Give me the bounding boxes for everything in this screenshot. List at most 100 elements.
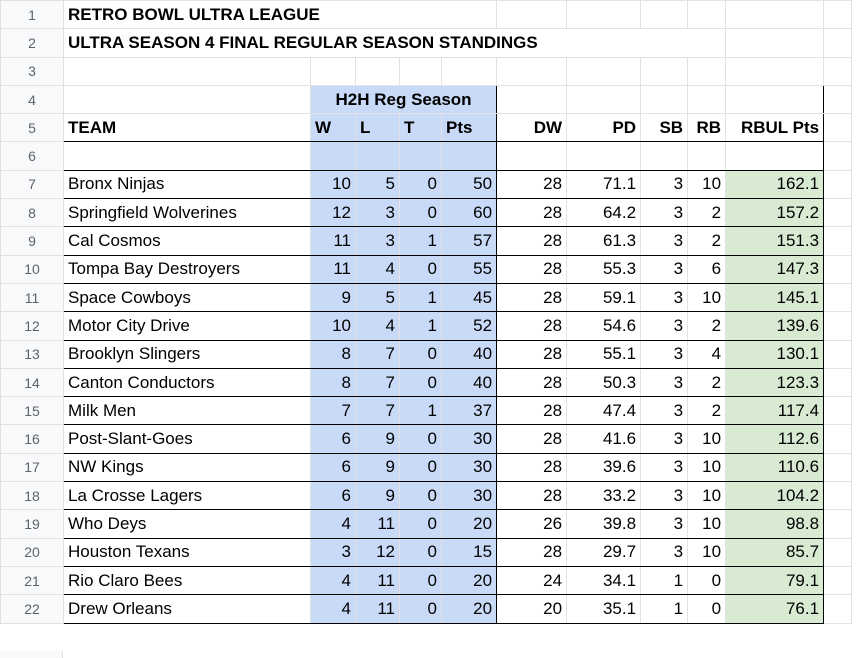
row-header[interactable]: 6: [0, 141, 64, 171]
losses-cell[interactable]: 3: [355, 198, 400, 228]
row-header[interactable]: 2: [0, 28, 64, 58]
ties-cell[interactable]: 0: [399, 452, 442, 483]
cell[interactable]: [823, 481, 853, 511]
pd-cell[interactable]: 59.1: [566, 282, 642, 313]
dw-cell[interactable]: 28: [496, 452, 568, 483]
rbul-points-cell[interactable]: 79.1: [725, 565, 825, 596]
standings-subtitle[interactable]: ULTRA SEASON 4 FINAL REGULAR SEASON STAN…: [62, 28, 727, 58]
pd-cell[interactable]: 71.1: [566, 169, 642, 200]
wins-cell[interactable]: 7: [310, 396, 356, 426]
row-header[interactable]: 22: [0, 594, 64, 624]
ties-cell[interactable]: 0: [399, 254, 442, 284]
wins-column-header[interactable]: W: [310, 113, 356, 143]
ties-cell[interactable]: 0: [399, 424, 442, 454]
cell[interactable]: [566, 141, 642, 171]
team-name-cell[interactable]: Motor City Drive: [63, 311, 311, 341]
pd-cell[interactable]: 39.8: [566, 509, 642, 539]
points-cell[interactable]: 57: [440, 226, 498, 256]
ties-cell[interactable]: 0: [399, 169, 442, 200]
cell[interactable]: [566, 84, 642, 115]
losses-cell[interactable]: 4: [355, 254, 400, 284]
cell[interactable]: [355, 141, 400, 171]
rb-cell[interactable]: 4: [687, 339, 727, 369]
wins-cell[interactable]: 4: [310, 565, 356, 596]
row-header[interactable]: 13: [0, 339, 64, 369]
cell[interactable]: [566, 0, 642, 30]
sb-cell[interactable]: 3: [640, 282, 689, 313]
cell[interactable]: [640, 0, 689, 30]
wins-cell[interactable]: 4: [310, 509, 356, 539]
points-cell[interactable]: 30: [440, 424, 498, 454]
rbul-points-cell[interactable]: 98.8: [725, 509, 825, 539]
sb-cell[interactable]: 3: [640, 367, 689, 398]
team-name-cell[interactable]: Cal Cosmos: [63, 226, 311, 256]
losses-cell[interactable]: 9: [355, 424, 400, 454]
ties-cell[interactable]: 1: [399, 311, 442, 341]
rbul-points-cell[interactable]: 147.3: [725, 254, 825, 284]
rbul-points-cell[interactable]: 104.2: [725, 481, 825, 511]
cell[interactable]: [496, 0, 568, 30]
rbul-points-cell[interactable]: 76.1: [725, 594, 825, 624]
losses-cell[interactable]: 4: [355, 311, 400, 341]
wins-cell[interactable]: 6: [310, 481, 356, 511]
cell[interactable]: [823, 56, 853, 86]
sb-cell[interactable]: 3: [640, 452, 689, 483]
cell[interactable]: [687, 56, 727, 86]
sb-cell[interactable]: 1: [640, 594, 689, 624]
dw-cell[interactable]: 28: [496, 254, 568, 284]
cell[interactable]: [823, 452, 853, 483]
row-header[interactable]: 15: [0, 396, 64, 426]
rbul-points-cell[interactable]: 130.1: [725, 339, 825, 369]
sb-cell[interactable]: 3: [640, 396, 689, 426]
pd-cell[interactable]: 50.3: [566, 367, 642, 398]
rb-cell[interactable]: 10: [687, 424, 727, 454]
ties-cell[interactable]: 0: [399, 367, 442, 398]
pd-cell[interactable]: 29.7: [566, 537, 642, 567]
rb-cell[interactable]: 0: [687, 565, 727, 596]
points-cell[interactable]: 40: [440, 339, 498, 369]
wins-cell[interactable]: 11: [310, 226, 356, 256]
dw-cell[interactable]: 28: [496, 481, 568, 511]
rb-cell[interactable]: 2: [687, 367, 727, 398]
row-header[interactable]: 4: [0, 84, 64, 115]
rb-cell[interactable]: 10: [687, 452, 727, 483]
points-cell[interactable]: 15: [440, 537, 498, 567]
team-name-cell[interactable]: Houston Texans: [63, 537, 311, 567]
rbul-points-column-header[interactable]: RBUL Pts: [725, 113, 825, 143]
pd-cell[interactable]: 64.2: [566, 198, 642, 228]
cell[interactable]: [496, 141, 568, 171]
rbul-points-cell[interactable]: 151.3: [725, 226, 825, 256]
ties-cell[interactable]: 0: [399, 198, 442, 228]
pd-cell[interactable]: 41.6: [566, 424, 642, 454]
cell[interactable]: [687, 84, 727, 115]
losses-column-header[interactable]: L: [355, 113, 400, 143]
rbul-points-cell[interactable]: 110.6: [725, 452, 825, 483]
cell[interactable]: [725, 56, 825, 86]
rb-cell[interactable]: 2: [687, 311, 727, 341]
ties-cell[interactable]: 0: [399, 481, 442, 511]
pd-cell[interactable]: 33.2: [566, 481, 642, 511]
cell[interactable]: [823, 226, 853, 256]
losses-cell[interactable]: 7: [355, 339, 400, 369]
wins-cell[interactable]: 4: [310, 594, 356, 624]
points-cell[interactable]: 20: [440, 594, 498, 624]
cell[interactable]: [640, 84, 689, 115]
cell[interactable]: [566, 56, 642, 86]
wins-cell[interactable]: 8: [310, 367, 356, 398]
team-name-cell[interactable]: Milk Men: [63, 396, 311, 426]
dw-cell[interactable]: 28: [496, 537, 568, 567]
cell[interactable]: [687, 0, 727, 30]
cell[interactable]: [355, 56, 400, 86]
points-cell[interactable]: 50: [440, 169, 498, 200]
team-name-cell[interactable]: Rio Claro Bees: [63, 565, 311, 596]
points-cell[interactable]: 52: [440, 311, 498, 341]
row-header[interactable]: 9: [0, 226, 64, 256]
team-name-cell[interactable]: Springfield Wolverines: [63, 198, 311, 228]
dw-cell[interactable]: 28: [496, 367, 568, 398]
sb-cell[interactable]: 3: [640, 509, 689, 539]
cell[interactable]: [823, 282, 853, 313]
rbul-points-cell[interactable]: 123.3: [725, 367, 825, 398]
cell[interactable]: [823, 537, 853, 567]
dw-cell[interactable]: 28: [496, 311, 568, 341]
team-name-cell[interactable]: Tompa Bay Destroyers: [63, 254, 311, 284]
